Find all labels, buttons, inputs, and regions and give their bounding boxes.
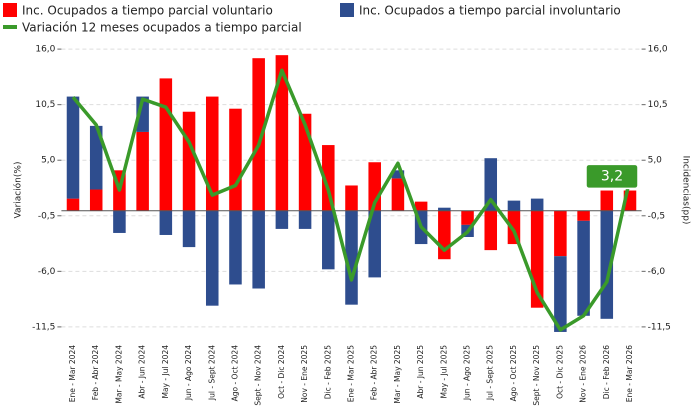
data-label: 3,2 (601, 168, 623, 184)
bar (275, 55, 289, 211)
y-tick-label: 10,5 (35, 100, 55, 110)
bar (298, 210, 312, 229)
annotation-box (585, 163, 639, 190)
x-tick-label: Mar - May 2025 (393, 345, 402, 404)
bar (252, 58, 265, 211)
bar (182, 210, 196, 248)
legend-label: Inc. Ocupados a tiempo parcial involunta… (359, 4, 621, 18)
x-tick-label: Ago - Oct 2024 (230, 345, 239, 402)
bar (530, 198, 544, 211)
bar (484, 158, 498, 211)
bar (205, 210, 219, 306)
bar (391, 178, 405, 211)
x-tick-label: Feb - Abr 2025 (370, 345, 379, 400)
x-tick-label: May - Jul 2024 (161, 345, 170, 399)
y-tick-label: -0,5 (38, 211, 56, 221)
y-tick-label: 5,0 (41, 156, 56, 166)
y2-tick-label: -6,0 (648, 267, 666, 277)
y-tick-label: -6,0 (38, 267, 56, 277)
x-tick-label: Jun - Ago 2024 (184, 345, 193, 401)
bar (136, 131, 149, 211)
bar (438, 210, 451, 260)
bar (438, 207, 451, 211)
bar (577, 210, 590, 221)
bar (507, 200, 521, 211)
bar (322, 210, 335, 270)
bar (368, 210, 381, 278)
y2-tick-label: 5,0 (648, 156, 663, 166)
line (71, 68, 632, 332)
x-tick-label: Nov - Ene 2026 (579, 345, 588, 403)
x-tick-label: Sept - Nov 2024 (254, 345, 263, 406)
x-tick-label: Oct - Dic 2025 (555, 345, 564, 399)
y2-tick-label: 16,0 (648, 45, 668, 55)
bar (461, 210, 474, 225)
x-tick-label: Oct - Dic 2024 (277, 345, 286, 399)
x-tick-label: Dic - Feb 2025 (323, 345, 332, 399)
x-tick-label: Dic - Feb 2026 (602, 345, 611, 399)
bar (554, 210, 567, 257)
legend-swatch (3, 3, 17, 17)
bar (414, 201, 428, 211)
x-tick-label: Mar - May 2024 (114, 345, 123, 404)
y2-tick-label: -0,5 (648, 211, 666, 221)
bar (89, 125, 103, 190)
y2-tick-label: 10,5 (648, 100, 668, 110)
bar (159, 78, 173, 211)
x-tick-label: Ago - Oct 2025 (509, 345, 518, 402)
y-tick-label: 16,0 (35, 45, 55, 55)
x-tick-label: Jun - Ago 2025 (463, 345, 472, 401)
bar (89, 189, 103, 211)
bar (182, 111, 196, 211)
legend-label: Inc. Ocupados a tiempo parcial voluntari… (22, 4, 273, 18)
bar (322, 145, 335, 211)
bar (577, 220, 590, 316)
x-tick-label: Nov - Ene 2025 (300, 345, 309, 403)
x-tick-label: May - Jul 2025 (439, 345, 448, 399)
y2-axis-title: Incidencias(pp) (681, 156, 691, 225)
bar (113, 210, 126, 233)
x-tick-label: Ene - Mar 2025 (347, 345, 356, 402)
bar (66, 198, 80, 211)
bar (484, 210, 498, 251)
bar (229, 210, 242, 285)
bar (205, 96, 219, 211)
bar (229, 108, 242, 211)
bar (66, 96, 80, 199)
y-axis-title: Variación(%) (13, 162, 24, 219)
bar (600, 210, 614, 319)
x-tick-label: Sept - Nov 2025 (532, 345, 541, 406)
x-tick-label: Abr - Jun 2025 (416, 345, 425, 399)
x-tick-label: Jul - Sept 2025 (486, 345, 495, 401)
x-tick-label: Ene - Mar 2024 (68, 345, 77, 402)
bar (345, 210, 358, 305)
y2-tick-label: -11,5 (648, 322, 671, 332)
bar (600, 190, 614, 211)
x-tick-label: Abr - Jun 2024 (138, 345, 147, 399)
x-tick-label: Ene - Mar 2026 (625, 345, 634, 402)
bar (252, 210, 265, 289)
y-tick-label: -11,5 (32, 322, 55, 332)
legend-swatch (340, 3, 354, 17)
x-tick-label: Feb - Abr 2024 (91, 345, 100, 400)
bar (159, 210, 173, 235)
bar (275, 210, 289, 229)
legend-label: Variación 12 meses ocupados a tiempo par… (22, 21, 302, 35)
bar (391, 170, 405, 179)
bar (345, 185, 358, 211)
bar (554, 256, 567, 332)
x-tick-label: Jul - Sept 2024 (207, 345, 216, 401)
